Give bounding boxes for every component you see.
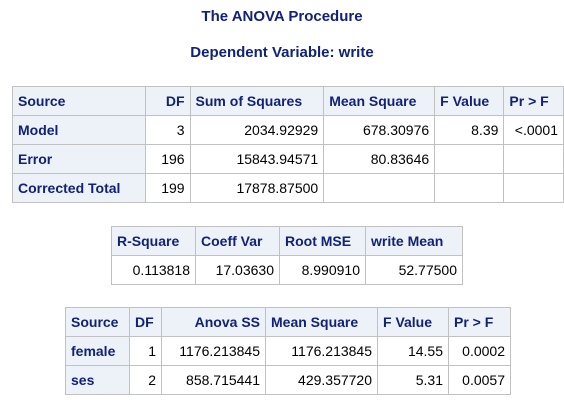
cell-root-mse: 8.990910 bbox=[279, 255, 366, 285]
col-header-pr-f: Pr > F bbox=[448, 307, 511, 337]
cell-ss: 2034.92929 bbox=[189, 115, 325, 145]
cell-ss: 17878.87500 bbox=[189, 173, 325, 203]
row-header: female bbox=[65, 336, 130, 366]
cell-f: 8.39 bbox=[434, 115, 505, 145]
cell-ss: 15843.94571 bbox=[189, 144, 325, 174]
cell-p: 0.0057 bbox=[448, 365, 511, 395]
col-header-source: Source bbox=[11, 86, 147, 116]
row-header: ses bbox=[65, 365, 130, 395]
cell-f bbox=[434, 173, 505, 203]
col-header-sum-of-squares: Sum of Squares bbox=[189, 86, 325, 116]
cell-ss: 1176.213845 bbox=[161, 336, 266, 366]
cell-df: 196 bbox=[145, 144, 191, 174]
table-row: Model 3 2034.92929 678.30976 8.39 <.0001 bbox=[11, 115, 564, 145]
cell-df: 2 bbox=[129, 365, 162, 395]
col-header-coeff-var: Coeff Var bbox=[195, 226, 280, 256]
cell-coeff-var: 17.03630 bbox=[195, 255, 280, 285]
col-header-write-mean: write Mean bbox=[365, 226, 463, 256]
col-header-root-mse: Root MSE bbox=[279, 226, 366, 256]
anova-header-row: Source DF Sum of Squares Mean Square F V… bbox=[11, 86, 564, 116]
anova-table: Source DF Sum of Squares Mean Square F V… bbox=[11, 86, 564, 203]
table-row: Corrected Total 199 17878.87500 bbox=[11, 173, 564, 203]
cell-write-mean: 52.77500 bbox=[365, 255, 463, 285]
table-row: 0.113818 17.03630 8.990910 52.77500 bbox=[111, 255, 463, 285]
table-row: ses 2 858.715441 429.357720 5.31 0.0057 bbox=[65, 365, 511, 395]
col-header-r-square: R-Square bbox=[111, 226, 196, 256]
cell-ms: 429.357720 bbox=[265, 365, 378, 395]
cell-df: 1 bbox=[129, 336, 162, 366]
row-header: Model bbox=[11, 115, 147, 145]
fit-header-row: R-Square Coeff Var Root MSE write Mean bbox=[111, 226, 463, 256]
cell-f bbox=[434, 144, 505, 174]
cell-ms bbox=[323, 173, 436, 203]
cell-ms: 1176.213845 bbox=[265, 336, 378, 366]
ss-header-row: Source DF Anova SS Mean Square F Value P… bbox=[65, 307, 511, 337]
cell-r-square: 0.113818 bbox=[111, 255, 196, 285]
cell-f: 5.31 bbox=[377, 365, 449, 395]
col-header-mean-square: Mean Square bbox=[265, 307, 378, 337]
cell-df: 3 bbox=[145, 115, 191, 145]
cell-p: <.0001 bbox=[503, 115, 564, 145]
cell-p: 0.0002 bbox=[448, 336, 511, 366]
cell-ss: 858.715441 bbox=[161, 365, 266, 395]
col-header-df: DF bbox=[129, 307, 162, 337]
anova-ss-table: Source DF Anova SS Mean Square F Value P… bbox=[65, 307, 511, 395]
col-header-anova-ss: Anova SS bbox=[161, 307, 266, 337]
col-header-pr-f: Pr > F bbox=[503, 86, 564, 116]
col-header-source: Source bbox=[65, 307, 130, 337]
col-header-f-value: F Value bbox=[377, 307, 449, 337]
cell-f: 14.55 bbox=[377, 336, 449, 366]
col-header-df: DF bbox=[145, 86, 191, 116]
cell-df: 199 bbox=[145, 173, 191, 203]
cell-p bbox=[503, 173, 564, 203]
cell-ms: 678.30976 bbox=[323, 115, 436, 145]
cell-ms: 80.83646 bbox=[323, 144, 436, 174]
col-header-mean-square: Mean Square bbox=[323, 86, 436, 116]
row-header: Corrected Total bbox=[11, 173, 147, 203]
dependent-variable-title: Dependent Variable: write bbox=[190, 44, 374, 61]
row-header: Error bbox=[11, 144, 147, 174]
col-header-f-value: F Value bbox=[434, 86, 505, 116]
procedure-title: The ANOVA Procedure bbox=[201, 8, 363, 25]
table-row: Error 196 15843.94571 80.83646 bbox=[11, 144, 564, 174]
fit-statistics-table: R-Square Coeff Var Root MSE write Mean 0… bbox=[111, 226, 463, 285]
table-row: female 1 1176.213845 1176.213845 14.55 0… bbox=[65, 336, 511, 366]
cell-p bbox=[503, 144, 564, 174]
